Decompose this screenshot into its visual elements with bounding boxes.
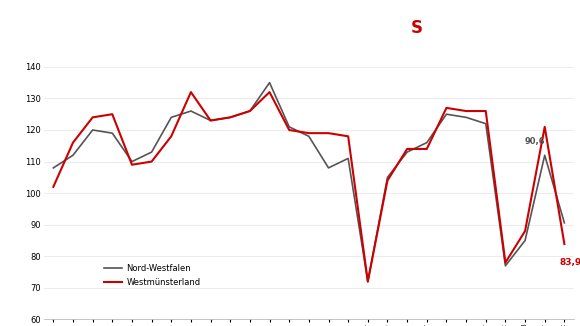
Text: Konjunkturbarometer Westmünsterland: Konjunkturbarometer Westmünsterland [13,23,277,36]
Text: 90,6: 90,6 [524,137,545,146]
Text: 83,9: 83,9 [559,258,580,267]
FancyBboxPatch shape [386,6,447,53]
Text: Sparkasse: Sparkasse [441,16,495,25]
Legend: Nord-Westfalen, Westmünsterland: Nord-Westfalen, Westmünsterland [101,260,204,290]
Text: Westmünsterland: Westmünsterland [441,37,533,47]
Text: S: S [411,19,422,37]
